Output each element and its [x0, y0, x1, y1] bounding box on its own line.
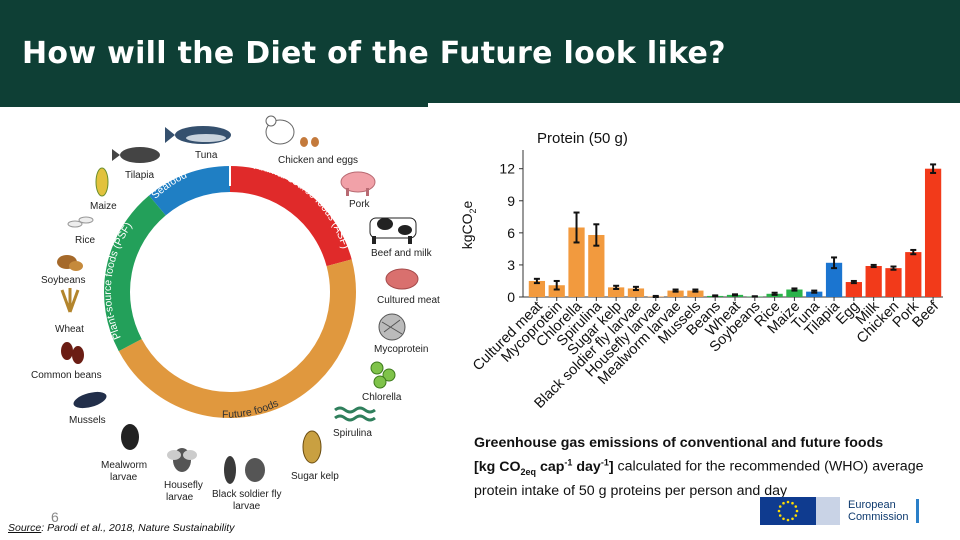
bar: [667, 290, 684, 297]
label-maize: Maize: [90, 201, 117, 212]
bar: [548, 285, 565, 297]
y-tick-label: 6: [507, 225, 515, 241]
donut-segment-plant: [104, 195, 166, 352]
label-cultured-meat: Cultured meat: [377, 295, 440, 306]
label-tilapia: Tilapia: [125, 170, 155, 181]
food-categories-donut: Seafood Animal-source foods (ASF) Future…: [31, 115, 440, 512]
caption-normal-text: calculated for the recommended (WHO) ave…: [474, 458, 924, 499]
page-number: 6: [51, 509, 59, 525]
caption-bold-line: Greenhouse gas emissions of conventional…: [474, 435, 884, 451]
beans-icon: [61, 342, 84, 364]
y-tick-label: 3: [507, 257, 515, 273]
label-rice: Rice: [75, 235, 95, 246]
label-mycoprotein: Mycoprotein: [374, 344, 428, 355]
label-beans: Common beans: [31, 370, 102, 381]
source-citation: Source: Parodi et al., 2018, Nature Sust…: [8, 522, 235, 534]
bar: [608, 287, 625, 297]
chart-caption: Greenhouse gas emissions of conventional…: [474, 435, 924, 499]
wheat-icon: [60, 288, 80, 313]
pig-icon: [340, 171, 376, 196]
cultured-meat-icon: [385, 268, 419, 290]
bar: [786, 289, 803, 297]
label-chicken-eggs: Chicken and eggs: [278, 155, 358, 166]
chicken-icon: [265, 115, 319, 147]
donut-segment-seafood: [149, 166, 231, 216]
label-mealworm: Mealworm: [101, 460, 147, 471]
label-housefly-2: larvae: [166, 492, 194, 503]
label-mealworm-2: larvae: [110, 472, 138, 483]
bar: [528, 280, 546, 297]
y-axis-label: kgCO2e: [459, 200, 478, 249]
title-bar: How will the Diet of the Future look lik…: [0, 0, 960, 107]
mealworm-icon: [121, 424, 139, 450]
rice-icon: [67, 216, 94, 228]
mycoprotein-icon: [378, 313, 406, 341]
bar: [885, 268, 902, 297]
housefly-icon: [167, 448, 197, 472]
mussels-icon: [73, 391, 107, 409]
soybeans-icon: [57, 255, 83, 271]
black-soldier-fly-icon: [224, 456, 265, 484]
bar: [806, 291, 823, 297]
bar: [825, 262, 843, 297]
y-tick-label: 0: [507, 289, 515, 305]
bar: [627, 288, 645, 297]
bar: [924, 168, 942, 297]
y-tick-label: 9: [507, 193, 515, 209]
label-housefly: Housefly: [164, 480, 203, 491]
bar: [865, 265, 882, 297]
label-tuna: Tuna: [195, 150, 218, 161]
chart-title: Protein (50 g): [537, 130, 628, 147]
european-commission-logo: European Commission: [760, 497, 930, 527]
svg-text:kgCO2e: kgCO2e: [459, 200, 478, 249]
cow-icon: [369, 217, 417, 244]
tuna-icon: [165, 126, 231, 144]
label-chlorella: Chlorella: [362, 392, 402, 403]
bar: [687, 290, 704, 297]
bar: [905, 252, 922, 297]
label-spirulina: Spirulina: [333, 428, 372, 439]
label-pork: Pork: [349, 199, 371, 210]
eu-flag-icon: [760, 497, 816, 525]
tilapia-icon: [112, 147, 160, 163]
bar: [568, 227, 585, 297]
maize-icon: [95, 167, 109, 197]
donut-segment-animal: [229, 166, 352, 267]
label-wheat: Wheat: [55, 324, 84, 335]
spirulina-icon: [334, 406, 376, 422]
bar: [845, 282, 862, 297]
label-beef-milk: Beef and milk: [371, 248, 433, 259]
slide-title: How will the Diet of the Future look lik…: [22, 36, 726, 71]
chlorella-icon: [370, 361, 396, 389]
y-tick-label: 12: [499, 161, 515, 177]
label-soybeans: Soybeans: [41, 275, 85, 286]
label-bsf-2: larvae: [233, 501, 261, 512]
bar: [588, 234, 605, 297]
label-mussels: Mussels: [69, 415, 106, 426]
label-bsf: Black soldier fly: [212, 489, 281, 500]
label-sugar-kelp: Sugar kelp: [291, 471, 339, 482]
donut-segment-future: [118, 259, 356, 418]
title-bar-cutout: [428, 103, 960, 107]
sugar-kelp-icon: [302, 430, 322, 464]
